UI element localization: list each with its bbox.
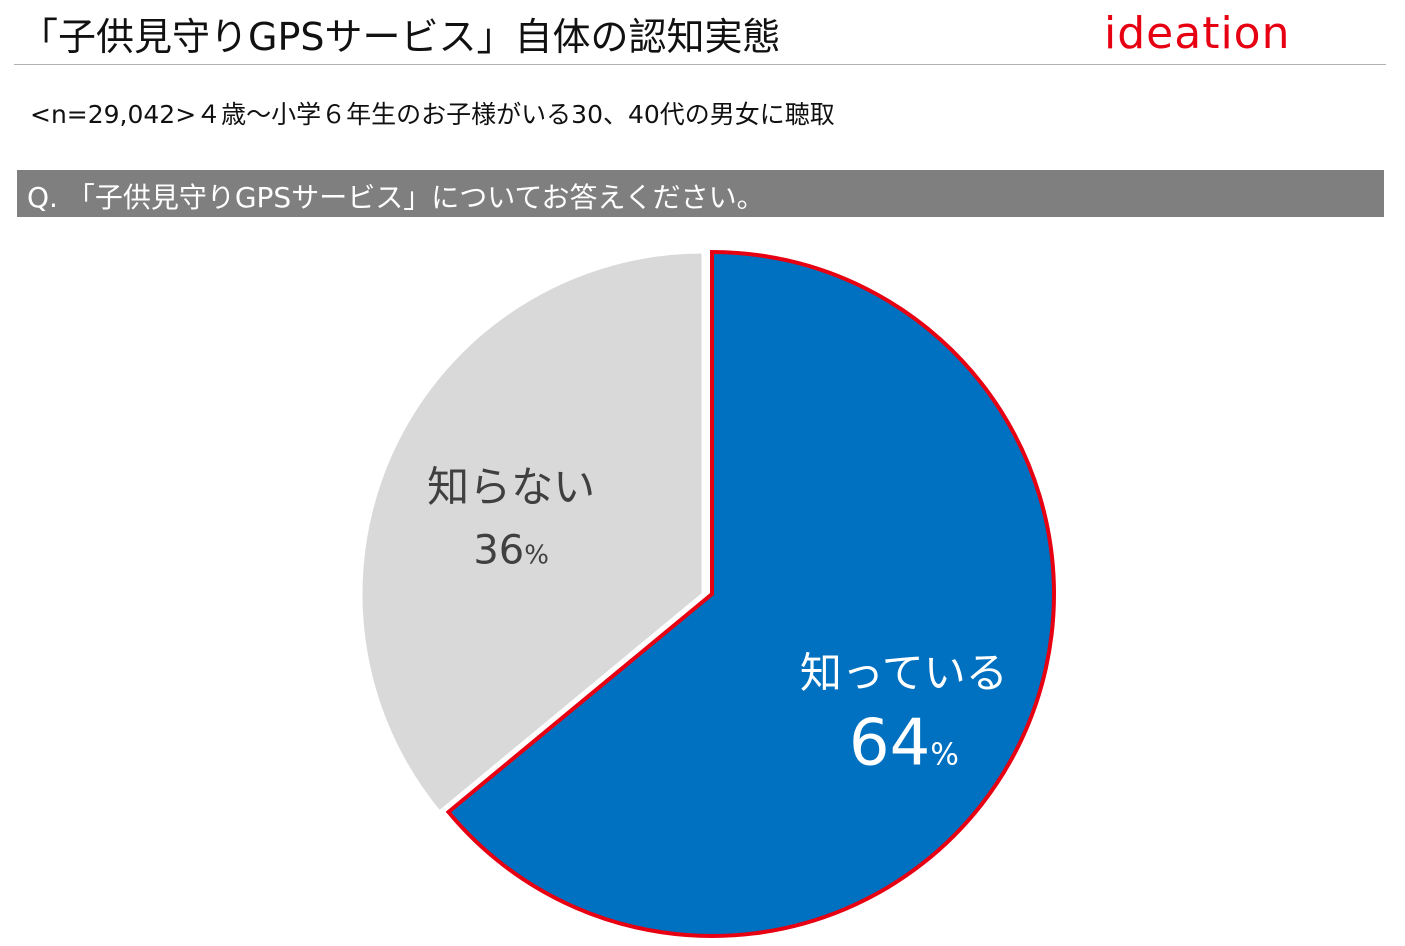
slice-value-known-number: 64 [849, 706, 930, 780]
slice-label-known: 知っている [800, 648, 1008, 697]
slice-value-unknown-number: 36 [473, 528, 524, 574]
pie-slice-unknown [359, 250, 705, 815]
slice-label-unknown: 知らない [427, 463, 595, 512]
slice-value-unknown: 36% [473, 528, 549, 574]
header-divider [14, 64, 1386, 65]
slice-value-unknown-unit: % [524, 541, 549, 571]
question-bar: Q. 「子供見守りGPSサービス」についてお答えください。 [17, 170, 1384, 217]
page-title: 「子供見守りGPSサービス」自体の認知実態 [20, 15, 781, 59]
slice-value-known: 64% [849, 706, 959, 780]
question-text: Q. 「子供見守りGPSサービス」についてお答えください。 [27, 181, 765, 214]
ideation-logo: ideation [1104, 8, 1291, 59]
sample-description: <n=29,042>４歳～小学６年生のお子様がいる30、40代の男女に聴取 [30, 100, 835, 129]
slice-value-known-unit: % [930, 737, 959, 772]
pie-slice-known [445, 249, 1056, 938]
